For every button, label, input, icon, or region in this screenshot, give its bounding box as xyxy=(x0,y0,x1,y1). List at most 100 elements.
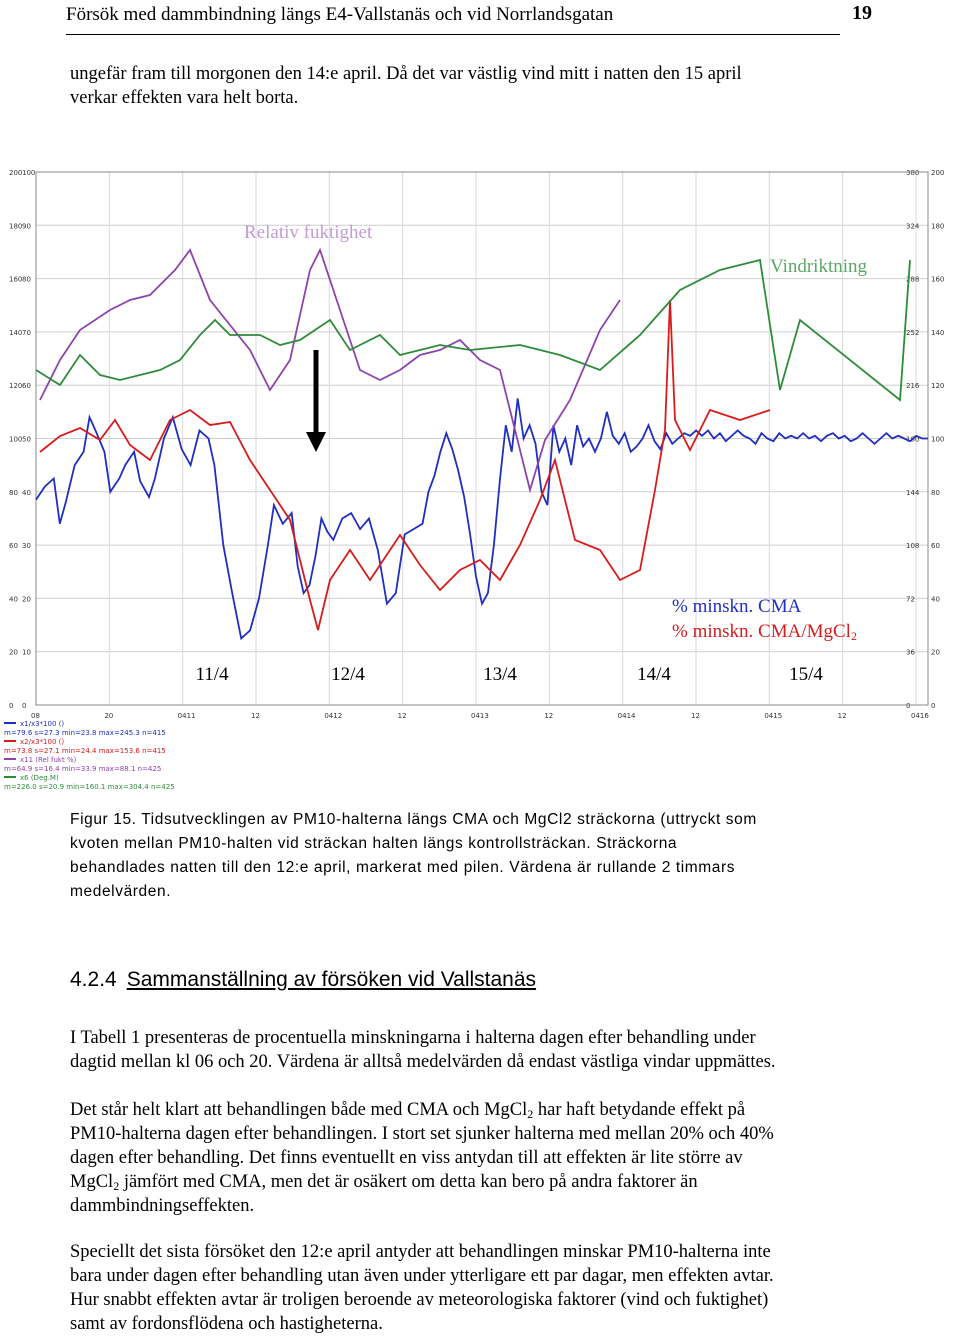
series-line xyxy=(35,398,928,641)
treatment-arrow-head xyxy=(306,432,326,452)
y-tick-label-right-outer: 120 xyxy=(931,382,944,390)
series-line-humidity xyxy=(39,247,621,494)
y-tick-label-right: 252 xyxy=(906,329,919,337)
y-tick-label-left: 160 xyxy=(9,276,22,284)
day-label: 11/4 xyxy=(195,664,229,685)
caption-line: behandlades natten till den 12:e april, … xyxy=(70,859,736,876)
y-tick-label-right-outer: 80 xyxy=(931,489,940,497)
x-tick-label: 12 xyxy=(544,712,553,720)
paragraph-line: Det står helt klart att behandlingen båd… xyxy=(70,1098,870,1122)
paragraph-line: PM10-halterna dagen efter behandlingen. … xyxy=(70,1124,774,1144)
y-tick-label-left-inner: 50 xyxy=(22,436,31,444)
y-tick-label-left: 80 xyxy=(9,489,18,497)
x-tick-label: 0414 xyxy=(618,712,636,720)
x-tick-label: 0412 xyxy=(324,712,342,720)
y-tick-label-left-inner: 30 xyxy=(22,542,31,550)
intro-line: ungefär fram till morgonen den 14:e apri… xyxy=(70,64,742,84)
paragraph-line: samt av fordonsflödena och hastigheterna… xyxy=(70,1314,383,1334)
paragraph-text: Det står helt klart att behandlingen båd… xyxy=(70,1100,528,1120)
y-tick-label-right-outer: 20 xyxy=(931,649,940,657)
x-tick-label: 20 xyxy=(104,712,113,720)
x-tick-label: 0411 xyxy=(178,712,196,720)
day-label: 13/4 xyxy=(483,664,517,685)
day-label: 15/4 xyxy=(789,664,823,685)
paragraph-text: MgCl xyxy=(70,1172,114,1192)
y-tick-label-right: 144 xyxy=(906,489,920,497)
y-tick-label-left: 40 xyxy=(9,595,18,603)
caption-line: kvoten mellan PM10-halten vid sträckan h… xyxy=(70,835,678,852)
section-title: Sammanställning av försöken vid Vallstan… xyxy=(126,968,537,991)
legend-subscript: 2 xyxy=(851,629,857,643)
body-paragraph-2: Det står helt klart att behandlingen båd… xyxy=(70,1098,870,1218)
paragraph-line: bara under dagen efter behandling utan ä… xyxy=(70,1266,774,1286)
stats-legend-name: x2/x3*100 () xyxy=(20,738,64,746)
y-tick-label-left: 0 xyxy=(9,702,13,710)
x-tick-label: 12 xyxy=(691,712,700,720)
day-label: 14/4 xyxy=(637,664,671,685)
stats-legend-stats: m=64.9 s=16.4 min=33.9 max=88.1 n=425 xyxy=(4,765,161,773)
chart-series xyxy=(35,247,928,641)
y-tick-label-left: 200 xyxy=(9,169,22,177)
intro-line: verkar effekten vara helt borta. xyxy=(70,88,299,108)
day-label: 12/4 xyxy=(331,664,365,685)
y-tick-label-left-inner: 60 xyxy=(22,382,31,390)
figure-15-chart: 200 100 380 200 180 90 324 180 160 80 288 160 140 70 2… xyxy=(0,160,960,800)
subscript: 2 xyxy=(527,1107,534,1121)
stats-legend-stats: m=73.8 s=27.1 min=24.4 max=153.6 n=415 xyxy=(4,747,166,755)
x-tick-label: 12 xyxy=(838,712,847,720)
y-tick-label-left: 20 xyxy=(9,649,18,657)
figure-caption: Figur 15. Tidsutvecklingen av PM10-halte… xyxy=(70,808,890,904)
subscript: 2 xyxy=(113,1179,120,1193)
y-tick-label-right-outer: 100 xyxy=(931,436,944,444)
y-tick-label-right: 216 xyxy=(906,382,920,390)
page-number: 19 xyxy=(852,2,872,24)
paragraph-line: I Tabell 1 presenteras de procentuella m… xyxy=(70,1028,756,1048)
y-tick-label-right-outer: 0 xyxy=(931,702,935,710)
paragraph-text: har haft betydande effekt på xyxy=(533,1100,746,1120)
body-paragraph-3: Speciellt det sista försöket den 12:e ap… xyxy=(70,1240,870,1336)
y-tick-label-right: 324 xyxy=(906,222,920,230)
y-tick-label-left-inner: 10 xyxy=(22,649,31,657)
y-tick-label-left-inner: 70 xyxy=(22,329,31,337)
series-line-wind xyxy=(35,258,911,402)
y-tick-label-right: 0 xyxy=(906,702,910,710)
x-tick-label: 0413 xyxy=(471,712,489,720)
y-tick-label-left: 100 xyxy=(9,436,22,444)
stats-legend-name: x11 (Rel fukt %) xyxy=(20,756,77,764)
body-paragraph-1: I Tabell 1 presenteras de procentuella m… xyxy=(70,1026,870,1074)
y-tick-label-right: 288 xyxy=(906,276,919,284)
y-tick-label-left-inner: 0 xyxy=(22,702,26,710)
y-tick-label-right-outer: 40 xyxy=(931,595,940,603)
caption-line: medelvärden. xyxy=(70,883,172,900)
legend-cma: % minskn. CMA xyxy=(672,596,802,617)
paragraph-line: Hur snabbt effekten avtar är troligen be… xyxy=(70,1290,769,1310)
x-tick-label: 12 xyxy=(251,712,260,720)
stats-legend-name: x6 (Deg.M) xyxy=(20,774,59,782)
page-header: Försök med dammbindning längs E4-Vallsta… xyxy=(66,0,872,35)
x-tick-label: 12 xyxy=(398,712,407,720)
y-tick-label-left-inner: 20 xyxy=(22,595,31,603)
annotation-humidity: Relativ fuktighet xyxy=(244,222,373,243)
y-tick-label-right-outer: 200 xyxy=(931,169,944,177)
y-tick-label-left-inner: 100 xyxy=(22,169,35,177)
x-tick-label: 08 xyxy=(31,712,40,720)
y-tick-label-left: 140 xyxy=(9,329,22,337)
x-tick-label: 0416 xyxy=(911,712,929,720)
y-tick-label-right-outer: 60 xyxy=(931,542,940,550)
y-tick-label-left: 120 xyxy=(9,382,22,390)
y-tick-label-left-inner: 80 xyxy=(22,276,31,284)
legend-cma-mgcl2: % minskn. CMA/MgCl2 xyxy=(672,621,857,643)
section-number: 4.2.4 xyxy=(70,968,117,991)
y-tick-label-right-outer: 180 xyxy=(931,222,944,230)
stats-legend-stats: m=79.6 s=27.3 min=23.8 max=245.3 n=415 xyxy=(4,729,166,737)
y-tick-label-right: 108 xyxy=(906,542,919,550)
stats-legend-stats: m=226.0 s=20.9 min=160.1 max=304.4 n=425 xyxy=(4,783,175,791)
y-tick-label-left-inner: 40 xyxy=(22,489,31,497)
y-tick-label-right: 380 xyxy=(906,169,919,177)
section-heading: 4.2.4 Sammanställning av försöken vid Val… xyxy=(70,968,536,992)
y-tick-label-left: 60 xyxy=(9,542,18,550)
y-tick-label-right-outer: 160 xyxy=(931,276,944,284)
paragraph-line: dammbindningseffekten. xyxy=(70,1196,255,1216)
header-title: Försök med dammbindning längs E4-Vallsta… xyxy=(66,4,614,25)
